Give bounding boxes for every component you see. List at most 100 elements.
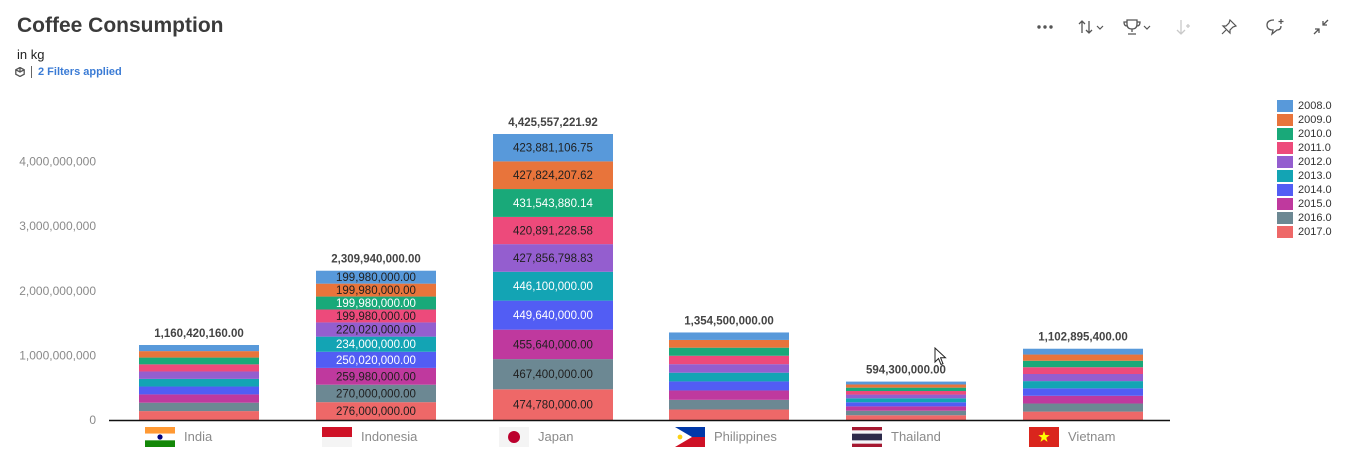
bar-segment[interactable] <box>846 398 966 403</box>
legend-item[interactable]: 2015.0 <box>1277 197 1332 211</box>
x-category-label: Vietnam <box>1068 429 1115 444</box>
legend-swatch <box>1277 226 1293 238</box>
bar-segment[interactable] <box>493 300 613 330</box>
legend-label: 2010.0 <box>1298 128 1332 140</box>
legend-swatch <box>1277 128 1293 140</box>
bar-segment[interactable] <box>846 402 966 407</box>
bar-segment[interactable] <box>139 394 259 403</box>
comment-button[interactable] <box>1252 14 1298 40</box>
sort-button[interactable] <box>1068 14 1114 40</box>
bar-segment[interactable] <box>846 381 966 385</box>
bar-data-label: 250,020,000.00 <box>336 355 416 367</box>
bar-segment[interactable] <box>139 402 259 412</box>
bar-data-label: 270,000,000.00 <box>336 388 416 400</box>
bar-segment[interactable] <box>493 161 613 190</box>
collapse-button[interactable] <box>1298 14 1344 40</box>
bar-segment[interactable] <box>316 351 436 368</box>
bar-segment[interactable] <box>493 389 613 420</box>
bar-segment[interactable] <box>493 189 613 217</box>
pin-button[interactable] <box>1206 14 1252 40</box>
bar-segment[interactable] <box>1023 373 1143 382</box>
legend-item[interactable]: 2013.0 <box>1277 169 1332 183</box>
drill-button[interactable] <box>1160 14 1206 40</box>
bar-segment[interactable] <box>846 391 966 395</box>
bar-segment[interactable] <box>493 244 613 272</box>
bar-segment[interactable] <box>846 410 966 416</box>
x-category-label: India <box>184 429 213 444</box>
legend-item[interactable]: 2008.0 <box>1277 99 1332 113</box>
bar-data-label: 427,824,207.62 <box>513 170 593 182</box>
bar-segment[interactable] <box>493 134 613 162</box>
bar-segment[interactable] <box>316 336 436 352</box>
bar-segment[interactable] <box>846 387 966 392</box>
bar-segment[interactable] <box>1023 381 1143 389</box>
bar-segment[interactable] <box>1023 360 1143 368</box>
bar-segment[interactable] <box>139 371 259 379</box>
bar-data-label: 449,640,000.00 <box>513 310 593 322</box>
bar-segment[interactable] <box>139 386 259 395</box>
bar-segment[interactable] <box>493 271 613 301</box>
bar-segment[interactable] <box>139 351 259 358</box>
bar-segment[interactable] <box>316 367 436 385</box>
legend-item[interactable]: 2017.0 <box>1277 225 1332 239</box>
bar-segment[interactable] <box>669 372 789 382</box>
bar-segment[interactable] <box>846 415 966 420</box>
ranking-button[interactable] <box>1114 14 1160 40</box>
bar-segment[interactable] <box>1023 403 1143 412</box>
pin-icon <box>1221 19 1237 35</box>
filters-divider <box>31 66 32 78</box>
bar-segment[interactable] <box>669 355 789 365</box>
legend-item[interactable]: 2014.0 <box>1277 183 1332 197</box>
thailand-flag-icon <box>852 427 882 447</box>
bar-segment[interactable] <box>139 364 259 372</box>
bar-segment[interactable] <box>493 216 613 245</box>
bar-segment[interactable] <box>316 384 436 403</box>
bar-segment[interactable] <box>846 384 966 388</box>
bar-segment[interactable] <box>493 329 613 360</box>
bar-segment[interactable] <box>669 339 789 348</box>
bar-segment[interactable] <box>316 296 436 310</box>
legend-label: 2013.0 <box>1298 170 1332 182</box>
bar-segment[interactable] <box>139 345 259 352</box>
bar-segment[interactable] <box>139 357 259 365</box>
bar-segment[interactable] <box>669 409 789 420</box>
bar-segment[interactable] <box>669 381 789 391</box>
y-tick-label: 4,000,000,000 <box>19 155 96 169</box>
bar-segment[interactable] <box>1023 411 1143 420</box>
flag-part <box>508 431 520 443</box>
bar-segment[interactable] <box>846 394 966 399</box>
legend-swatch <box>1277 184 1293 196</box>
bar-segment[interactable] <box>139 378 259 387</box>
bar-segment[interactable] <box>1023 354 1143 361</box>
legend-swatch <box>1277 170 1293 182</box>
bar-segment[interactable] <box>669 390 789 400</box>
legend-item[interactable]: 2009.0 <box>1277 113 1332 127</box>
bar-segment[interactable] <box>316 270 436 284</box>
legend-item[interactable]: 2010.0 <box>1277 127 1332 141</box>
bar-segment[interactable] <box>669 364 789 373</box>
bar-segment[interactable] <box>1023 388 1143 396</box>
chart-toolbar <box>1022 14 1344 40</box>
chart-subtitle: in kg <box>17 47 45 62</box>
legend-item[interactable]: 2016.0 <box>1277 211 1332 225</box>
bar-segment[interactable] <box>316 402 436 420</box>
more-options-button[interactable] <box>1022 14 1068 40</box>
bar-segment[interactable] <box>493 359 613 390</box>
bar-segment[interactable] <box>1023 367 1143 374</box>
chart-legend: 2008.0 2009.0 2010.0 2011.0 2012.0 2013.0 2014… <box>1277 99 1332 239</box>
comment-icon <box>1265 18 1285 36</box>
bar-segment[interactable] <box>139 411 259 420</box>
bar-segment[interactable] <box>669 399 789 410</box>
bar-segment[interactable] <box>1023 395 1143 404</box>
bar-segment[interactable] <box>316 283 436 297</box>
legend-item[interactable]: 2012.0 <box>1277 155 1332 169</box>
bar-segment[interactable] <box>669 347 789 356</box>
legend-item[interactable]: 2011.0 <box>1277 141 1332 155</box>
bar-segment[interactable] <box>316 322 436 337</box>
bar-segment[interactable] <box>669 332 789 340</box>
vietnam-flag-icon <box>1029 427 1059 447</box>
filters-applied-link[interactable]: 2 Filters applied <box>38 66 122 78</box>
bar-segment[interactable] <box>1023 348 1143 355</box>
bar-segment[interactable] <box>316 309 436 323</box>
bar-segment[interactable] <box>846 406 966 411</box>
